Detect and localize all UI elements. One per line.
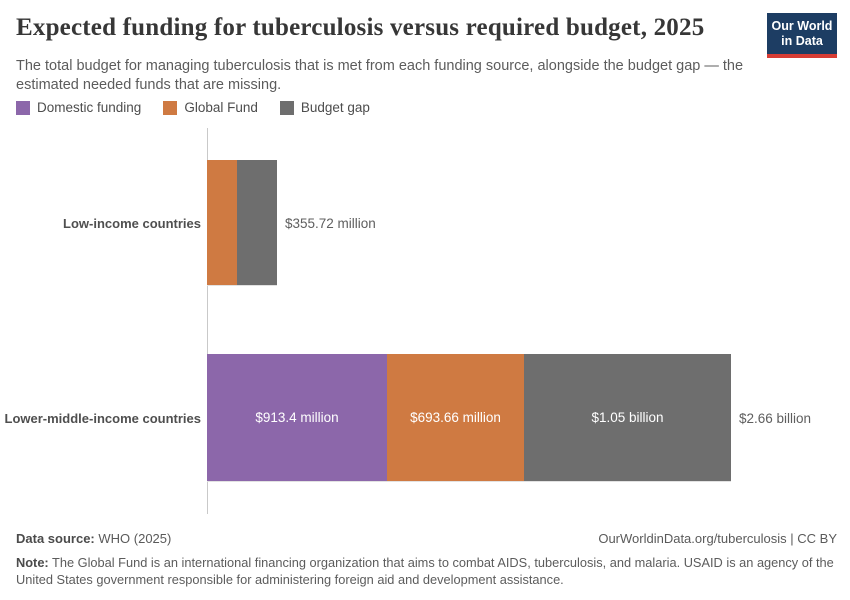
legend-swatch-icon <box>16 100 30 115</box>
legend-item-domestic-funding[interactable]: Domestic funding <box>16 100 141 115</box>
data-source-value: WHO (2025) <box>98 531 172 546</box>
bar-track <box>207 160 277 286</box>
owid-logo[interactable]: Our World in Data <box>767 13 837 58</box>
bar-segment-budget-gap[interactable] <box>237 160 277 285</box>
owid-logo-line1: Our World <box>771 19 833 33</box>
page-title: Expected funding for tuberculosis versus… <box>16 14 705 41</box>
legend-label: Domestic funding <box>37 100 142 115</box>
bar-segment-global-fund[interactable]: $693.66 million <box>387 354 524 481</box>
bar-total-label: $355.72 million <box>285 215 376 231</box>
data-source-label: Data source: <box>16 531 95 546</box>
bar-row-low-income-countries: Low-income countries $355.72 million <box>0 160 376 286</box>
owid-logo-line2: in Data <box>781 34 823 48</box>
bar-total-label: $2.66 billion <box>739 410 812 426</box>
bar-segment-global-fund[interactable] <box>207 160 237 285</box>
data-source: Data source: WHO (2025) <box>16 531 171 546</box>
bar-row-lower-middle-income-countries: Lower-middle-income countries $913.4 mill… <box>0 354 811 482</box>
legend-swatch-icon <box>279 100 294 115</box>
legend-label: Budget gap <box>300 100 370 115</box>
bar-segment-budget-gap[interactable]: $1.05 billion <box>524 354 731 481</box>
bar-segment-domestic-funding[interactable]: $913.4 million <box>207 354 387 481</box>
legend-item-global-fund[interactable]: Global Fund <box>163 100 258 115</box>
legend: Domestic funding Global Fund Budget gap <box>16 100 370 115</box>
footnote: Note: The Global Fund is an internationa… <box>16 555 834 588</box>
category-label: Lower-middle-income countries <box>4 410 201 426</box>
owid-license-link[interactable]: OurWorldinData.org/tuberculosis | CC BY <box>598 531 837 546</box>
footnote-label: Note: <box>16 555 49 570</box>
bar-track: $913.4 million $693.66 million $1.05 billi… <box>207 354 731 482</box>
bar-chart: Low-income countries $355.72 million Lower… <box>0 128 850 514</box>
legend-label: Global Fund <box>184 100 258 115</box>
legend-swatch-icon <box>163 100 178 115</box>
category-label: Low-income countries <box>63 215 201 231</box>
y-axis-line <box>207 128 208 514</box>
footnote-text: The Global Fund is an international fina… <box>16 555 834 587</box>
chart-subtitle: The total budget for managing tuberculos… <box>16 58 744 93</box>
legend-item-budget-gap[interactable]: Budget gap <box>279 100 370 115</box>
